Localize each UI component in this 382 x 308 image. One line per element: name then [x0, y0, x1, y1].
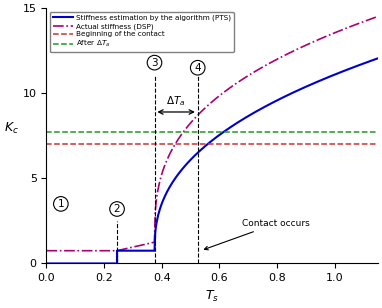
Text: 2: 2	[114, 204, 120, 214]
Stiffness estimation by the algorithm (PTS)	[294, 89, 299, 93]
Actual stiffness (DSP)	[283, 53, 288, 57]
Stiffness estimation by the algorithm (PTS)	[196, 151, 200, 155]
Stiffness estimation by the algorithm (PTS)	[265, 103, 270, 107]
Text: 4: 4	[194, 63, 201, 73]
Legend: Stiffness estimation by the algorithm (PTS), Actual stiffness (DSP), Beginning o: Stiffness estimation by the algorithm (P…	[50, 12, 234, 52]
X-axis label: $T_s$: $T_s$	[205, 289, 219, 304]
Actual stiffness (DSP)	[44, 249, 49, 253]
Actual stiffness (DSP)	[175, 138, 180, 142]
Text: 1: 1	[58, 199, 64, 209]
Actual stiffness (DSP)	[285, 52, 290, 56]
Actual stiffness (DSP)	[84, 249, 89, 253]
Text: $\Delta T_a$: $\Delta T_a$	[167, 94, 186, 108]
Actual stiffness (DSP)	[253, 70, 257, 73]
Y-axis label: $K_c$: $K_c$	[4, 121, 19, 136]
Stiffness estimation by the algorithm (PTS)	[175, 174, 179, 178]
Actual stiffness (DSP)	[152, 240, 157, 244]
Actual stiffness (DSP)	[376, 14, 380, 18]
Text: Contact occurs: Contact occurs	[204, 219, 310, 250]
Line: Actual stiffness (DSP): Actual stiffness (DSP)	[47, 16, 378, 251]
Stiffness estimation by the algorithm (PTS)	[102, 261, 106, 265]
Stiffness estimation by the algorithm (PTS)	[293, 90, 297, 94]
Text: 3: 3	[151, 58, 158, 68]
Line: Stiffness estimation by the algorithm (PTS): Stiffness estimation by the algorithm (P…	[47, 58, 378, 263]
Stiffness estimation by the algorithm (PTS)	[44, 261, 49, 265]
Stiffness estimation by the algorithm (PTS)	[376, 56, 380, 60]
